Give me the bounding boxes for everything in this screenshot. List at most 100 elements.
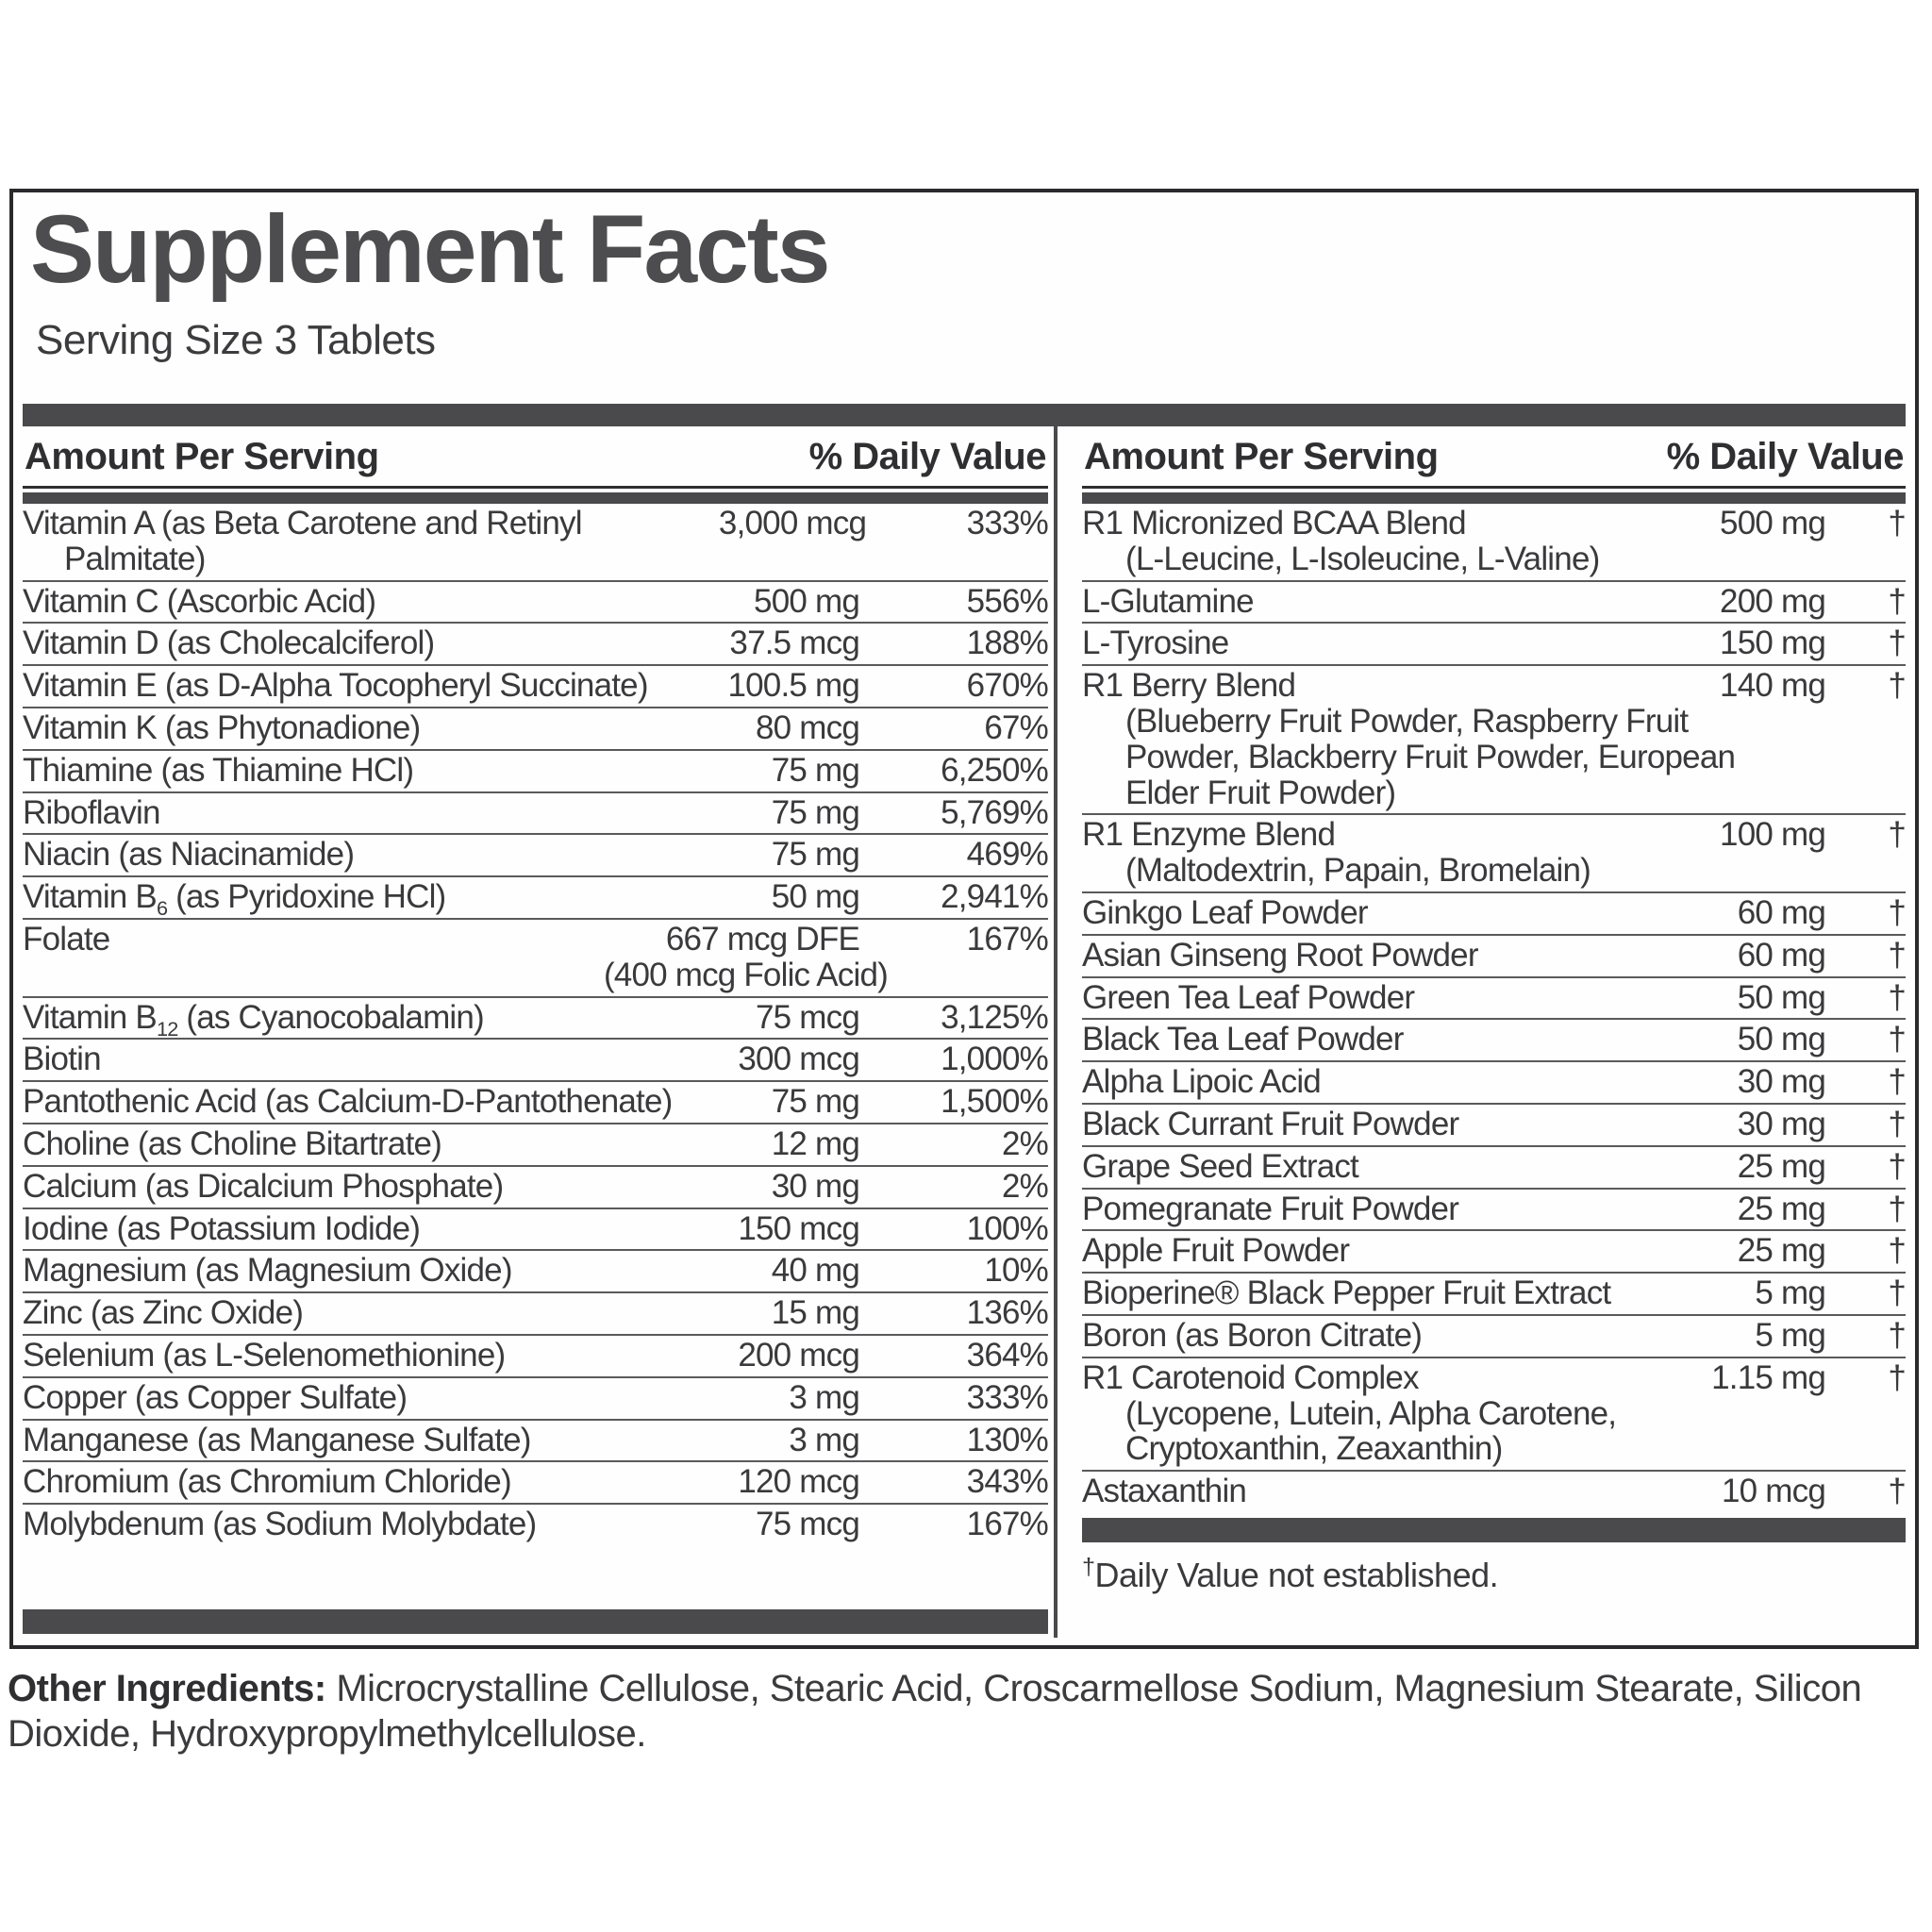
table-row: Green Tea Leaf Powder 50 mg † <box>1082 978 1907 1021</box>
table-row: Vitamin C (Ascorbic Acid) 500 mg 556% <box>23 582 1049 625</box>
row-daily-value: 343% <box>966 1463 1049 1501</box>
dagger-icon: † <box>1082 1553 1095 1580</box>
row-amount: 30 mg <box>771 1167 860 1205</box>
row-name: Iodine (as Potassium Iodide) <box>23 1209 421 1247</box>
row-daily-value: 130% <box>966 1421 1049 1458</box>
table-row: Pomegranate Fruit Powder 25 mg † <box>1082 1190 1907 1232</box>
row-name: Vitamin C (Ascorbic Acid) <box>23 582 376 620</box>
table-row: Vitamin K (as Phytonadione) 80 mcg 67% <box>23 708 1049 751</box>
row-name: Vitamin B6 (as Pyridoxine HCl) <box>23 878 446 921</box>
row-amount: 75 mg <box>771 836 860 874</box>
row-amount: 75 mg <box>771 793 860 831</box>
row-amount: 3 mg <box>789 1378 859 1416</box>
row-name: Vitamin K (as Phytonadione) <box>23 708 421 746</box>
row-name: Boron (as Boron Citrate) <box>1082 1316 1423 1354</box>
daily-value-header: % Daily Value <box>1666 436 1905 477</box>
table-row: Vitamin A (as Beta Carotene and Retinyl … <box>23 504 1049 582</box>
table-row: Vitamin B12 (as Cyanocobalamin) 75 mcg 3,1… <box>23 998 1049 1041</box>
table-row: Magnesium (as Magnesium Oxide) 40 mg 10% <box>23 1251 1049 1294</box>
facts-column-right: Amount Per Serving % Daily Value R1 Micr… <box>1054 426 1907 1638</box>
table-row: Bioperine® Black Pepper Fruit Extract 5 m… <box>1082 1274 1907 1316</box>
row-amount: 40 mg <box>771 1252 860 1290</box>
table-row: Grape Seed Extract 25 mg † <box>1082 1147 1907 1190</box>
row-name: R1 Berry Blend <box>1082 667 1296 705</box>
column-end-bar <box>1082 1517 1906 1542</box>
row-daily-value: 10% <box>984 1252 1048 1290</box>
row-daily-value: † <box>1888 1190 1906 1227</box>
row-daily-value: 364% <box>966 1336 1049 1374</box>
table-row: L-Glutamine 200 mg † <box>1082 582 1907 625</box>
row-name: Selenium (as L-Selenomethionine) <box>23 1336 506 1374</box>
table-row: R1 Berry Blend 140 mg † (Blueberry Fruit Po… <box>1082 666 1907 816</box>
row-daily-value: 188% <box>966 625 1049 662</box>
row-amount: 1.15 mg <box>1711 1358 1826 1396</box>
row-name: Magnesium (as Magnesium Oxide) <box>23 1252 513 1290</box>
table-row: Vitamin E (as D-Alpha Tocopheryl Succina… <box>23 666 1049 708</box>
row-amount: 25 mg <box>1737 1232 1826 1270</box>
row-daily-value: 1,000% <box>941 1041 1049 1078</box>
row-daily-value: † <box>1888 978 1906 1016</box>
row-name: Alpha Lipoic Acid <box>1082 1063 1322 1101</box>
table-row: Niacin (as Niacinamide) 75 mg 469% <box>23 835 1049 878</box>
row-name: Niacin (as Niacinamide) <box>23 836 355 874</box>
row-amount: 5 mg <box>1755 1316 1825 1354</box>
table-row: R1 Micronized BCAA Blend 500 mg † (L-Leucin… <box>1082 504 1907 582</box>
daily-value-footnote: †Daily Value not established. <box>1082 1553 1499 1594</box>
column-header: Amount Per Serving % Daily Value <box>23 426 1048 489</box>
row-amount: 140 mg <box>1720 667 1826 705</box>
row-amount: 200 mg <box>1720 582 1826 620</box>
row-amount: 37.5 mcg <box>729 625 859 662</box>
amount-per-serving-header: Amount Per Serving <box>25 436 379 477</box>
row-name: L-Tyrosine <box>1082 625 1229 662</box>
row-daily-value: 5,769% <box>941 793 1049 831</box>
table-row: R1 Enzyme Blend 100 mg † (Maltodextrin, Pap… <box>1082 815 1907 893</box>
row-daily-value: 333% <box>966 505 1049 541</box>
serving-size: Serving Size 3 Tablets <box>36 317 436 363</box>
column-header-bar <box>23 492 1048 504</box>
row-daily-value: † <box>1888 1274 1906 1312</box>
table-row: Black Currant Fruit Powder 30 mg † <box>1082 1105 1907 1147</box>
row-name: Zinc (as Zinc Oxide) <box>23 1294 304 1332</box>
row-daily-value: † <box>1888 582 1906 620</box>
row-name: Bioperine® Black Pepper Fruit Extract <box>1082 1274 1611 1312</box>
row-amount: 150 mg <box>1720 625 1826 662</box>
table-row: Boron (as Boron Citrate) 5 mg † <box>1082 1316 1907 1358</box>
row-daily-value: † <box>1888 936 1906 974</box>
row-daily-value: 100% <box>966 1209 1049 1247</box>
row-name: Riboflavin <box>23 793 161 831</box>
row-amount: 75 mg <box>771 751 860 789</box>
row-daily-value: † <box>1888 625 1906 662</box>
row-daily-value: 469% <box>966 836 1049 874</box>
row-amount: 120 mcg <box>738 1463 859 1501</box>
table-row: Chromium (as Chromium Chloride) 120 mcg 34… <box>23 1462 1049 1506</box>
row-daily-value: 2% <box>1002 1124 1049 1162</box>
table-row: Apple Fruit Powder 25 mg † <box>1082 1231 1907 1274</box>
row-daily-value: 6,250% <box>941 751 1049 789</box>
other-ingredients-text: Microcrystalline Cellulose, Stearic Acid… <box>8 1668 1862 1755</box>
row-name: R1 Carotenoid Complex <box>1082 1358 1420 1396</box>
row-name: Biotin <box>23 1041 102 1078</box>
row-name: Asian Ginseng Root Powder <box>1082 936 1479 974</box>
row-daily-value: 556% <box>966 582 1049 620</box>
row-amount: 200 mcg <box>738 1336 859 1374</box>
row-components: (Lycopene, Lutein, Alpha Carotene, Crypt… <box>1125 1394 1617 1468</box>
column-end-bar <box>23 1609 1048 1634</box>
row-daily-value: 1,500% <box>941 1083 1049 1121</box>
row-name: Pantothenic Acid (as Calcium-D-Pantothen… <box>23 1083 673 1121</box>
row-daily-value: 2% <box>1002 1167 1049 1205</box>
row-amount: 300 mcg <box>738 1041 859 1078</box>
row-amount: 60 mg <box>1737 893 1826 931</box>
table-row: L-Tyrosine 150 mg † <box>1082 624 1907 667</box>
row-daily-value: † <box>1888 1473 1906 1510</box>
row-name: Ginkgo Leaf Powder <box>1082 893 1369 931</box>
column-header-bar <box>1082 492 1906 504</box>
other-ingredients: Other Ingredients: Microcrystalline Cell… <box>8 1666 1928 1757</box>
row-daily-value: † <box>1888 1147 1906 1185</box>
row-daily-value: 670% <box>966 667 1049 705</box>
row-name: Grape Seed Extract <box>1082 1147 1359 1185</box>
table-row: Thiamine (as Thiamine HCl) 75 mg 6,250% <box>23 751 1049 793</box>
header-separator-bar <box>23 404 1906 426</box>
row-name: Chromium (as Chromium Chloride) <box>23 1463 512 1501</box>
row-name: Thiamine (as Thiamine HCl) <box>23 751 414 789</box>
row-amount: 12 mg <box>771 1124 860 1162</box>
